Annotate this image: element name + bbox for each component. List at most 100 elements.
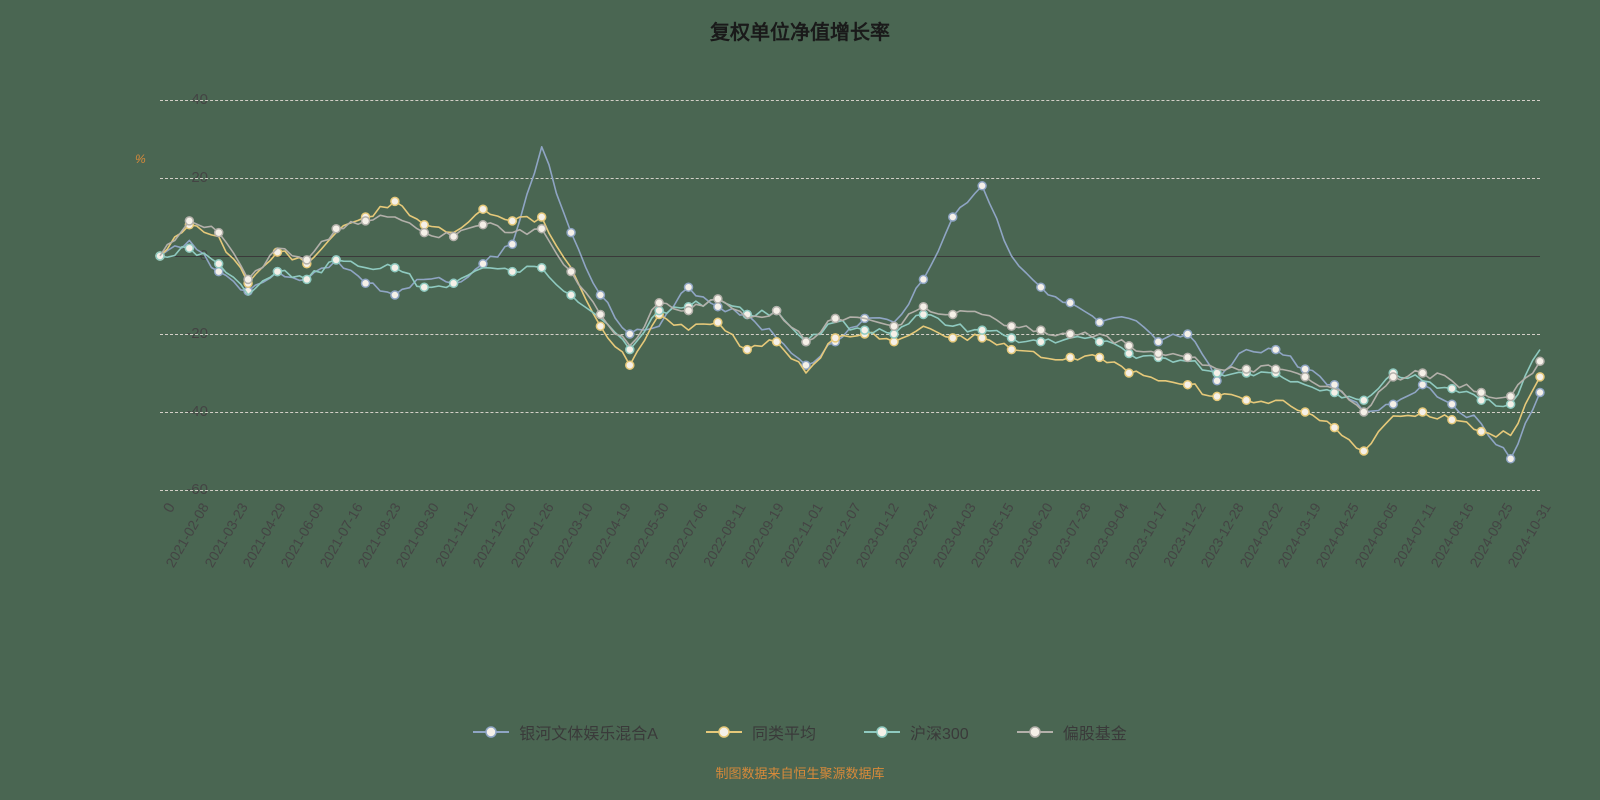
series-marker bbox=[626, 361, 634, 369]
series-marker bbox=[1007, 334, 1015, 342]
series-marker bbox=[1213, 377, 1221, 385]
series-marker bbox=[596, 322, 604, 330]
series-marker bbox=[1419, 408, 1427, 416]
series-marker bbox=[1360, 447, 1368, 455]
series-marker bbox=[1242, 396, 1250, 404]
series-marker bbox=[273, 248, 281, 256]
series-marker bbox=[714, 295, 722, 303]
series-marker bbox=[890, 338, 898, 346]
series-marker bbox=[1213, 392, 1221, 400]
x-origin-label: 0 bbox=[160, 500, 179, 516]
series-marker bbox=[450, 233, 458, 241]
series-marker bbox=[1507, 392, 1515, 400]
series-marker bbox=[508, 268, 516, 276]
series-marker bbox=[1184, 330, 1192, 338]
series-marker bbox=[1007, 322, 1015, 330]
series-marker bbox=[567, 268, 575, 276]
series-marker bbox=[215, 260, 223, 268]
series-marker bbox=[890, 322, 898, 330]
series-marker bbox=[538, 264, 546, 272]
legend-item: 偏股基金 bbox=[1017, 720, 1127, 744]
series-marker bbox=[1066, 353, 1074, 361]
chart-credit: 制图数据来自恒生聚源数据库 bbox=[0, 763, 1600, 782]
legend-item: 同类平均 bbox=[706, 720, 816, 744]
series-marker bbox=[1360, 396, 1368, 404]
series-marker bbox=[567, 291, 575, 299]
series-marker bbox=[831, 314, 839, 322]
series-marker bbox=[1066, 330, 1074, 338]
series-marker bbox=[303, 256, 311, 264]
series-marker bbox=[479, 260, 487, 268]
series-marker bbox=[538, 225, 546, 233]
series-marker bbox=[1507, 400, 1515, 408]
legend-item: 银河文体娱乐混合A bbox=[473, 720, 658, 744]
series-marker bbox=[1154, 338, 1162, 346]
series-marker bbox=[1154, 350, 1162, 358]
series-marker bbox=[919, 303, 927, 311]
chart-title: 复权单位净值增长率 bbox=[0, 16, 1600, 45]
grid-line bbox=[160, 490, 1540, 491]
series-marker bbox=[1272, 365, 1280, 373]
series-marker bbox=[538, 213, 546, 221]
series-marker bbox=[1301, 373, 1309, 381]
series-marker bbox=[596, 311, 604, 319]
series-marker bbox=[1037, 283, 1045, 291]
series-marker bbox=[1389, 400, 1397, 408]
series-marker bbox=[1066, 299, 1074, 307]
series-marker bbox=[1448, 416, 1456, 424]
series-marker bbox=[508, 217, 516, 225]
series-marker bbox=[273, 268, 281, 276]
series-marker bbox=[949, 334, 957, 342]
series-marker bbox=[655, 299, 663, 307]
series-marker bbox=[1096, 338, 1104, 346]
series-marker bbox=[420, 229, 428, 237]
series-marker bbox=[890, 330, 898, 338]
series-marker bbox=[479, 205, 487, 213]
series-marker bbox=[1477, 389, 1485, 397]
series-marker bbox=[1096, 353, 1104, 361]
series-marker bbox=[303, 275, 311, 283]
series-marker bbox=[685, 307, 693, 315]
legend-label: 银河文体娱乐混合A bbox=[519, 720, 658, 744]
series-marker bbox=[978, 334, 986, 342]
series-marker bbox=[1448, 400, 1456, 408]
series-marker bbox=[1125, 369, 1133, 377]
legend-item: 沪深300 bbox=[864, 720, 969, 744]
series-marker bbox=[508, 240, 516, 248]
series-marker bbox=[1419, 369, 1427, 377]
series-marker bbox=[978, 326, 986, 334]
y-axis-label: % bbox=[135, 152, 146, 166]
series-marker bbox=[1125, 350, 1133, 358]
series-marker bbox=[1037, 326, 1045, 334]
series-line bbox=[160, 147, 1540, 459]
legend: 银河文体娱乐混合A 同类平均 沪深300 偏股基金 bbox=[0, 720, 1600, 744]
series-marker bbox=[567, 229, 575, 237]
series-marker bbox=[831, 334, 839, 342]
plot-area bbox=[160, 100, 1540, 490]
series-marker bbox=[773, 307, 781, 315]
series-marker bbox=[479, 221, 487, 229]
series-marker bbox=[919, 311, 927, 319]
series-marker bbox=[1477, 428, 1485, 436]
legend-label: 同类平均 bbox=[752, 720, 816, 744]
series-marker bbox=[185, 217, 193, 225]
series-marker bbox=[1125, 342, 1133, 350]
series-marker bbox=[714, 303, 722, 311]
series-marker bbox=[626, 330, 634, 338]
series-marker bbox=[861, 326, 869, 334]
series-marker bbox=[685, 283, 693, 291]
series-marker bbox=[1184, 381, 1192, 389]
series-marker bbox=[714, 318, 722, 326]
series-marker bbox=[450, 279, 458, 287]
series-marker bbox=[1536, 373, 1544, 381]
series-marker bbox=[773, 338, 781, 346]
x-axis-ticks: 02021-02-082021-03-232021-04-292021-06-0… bbox=[160, 500, 1540, 670]
series-marker bbox=[420, 283, 428, 291]
series-marker bbox=[362, 217, 370, 225]
legend-marker bbox=[706, 731, 742, 733]
series-marker bbox=[332, 256, 340, 264]
series-marker bbox=[596, 291, 604, 299]
series-marker bbox=[949, 311, 957, 319]
legend-marker bbox=[1017, 731, 1053, 733]
series-marker bbox=[1007, 346, 1015, 354]
